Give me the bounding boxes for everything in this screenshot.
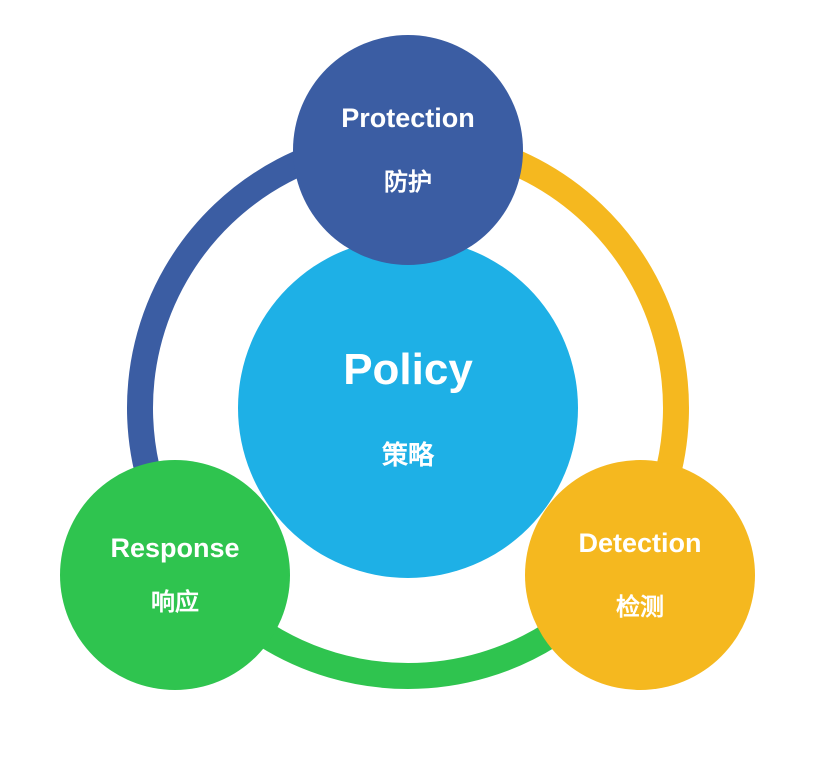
protection-label-en: Protection [341,103,475,134]
response-label-en: Response [110,533,239,564]
detection-label-zh: 检测 [616,587,664,622]
response-label-zh: 响应 [151,582,199,617]
detection-label-en: Detection [578,528,701,559]
center-label-zh: 策略 [382,435,434,472]
center-policy-circle: Policy 策略 [238,238,578,578]
policy-diagram: Policy 策略 Protection 防护 Response 响应 Dete… [0,0,819,757]
detection-circle: Detection 检测 [525,460,755,690]
protection-label-zh: 防护 [384,162,432,197]
center-label-en: Policy [343,345,473,395]
protection-circle: Protection 防护 [293,35,523,265]
response-circle: Response 响应 [60,460,290,690]
